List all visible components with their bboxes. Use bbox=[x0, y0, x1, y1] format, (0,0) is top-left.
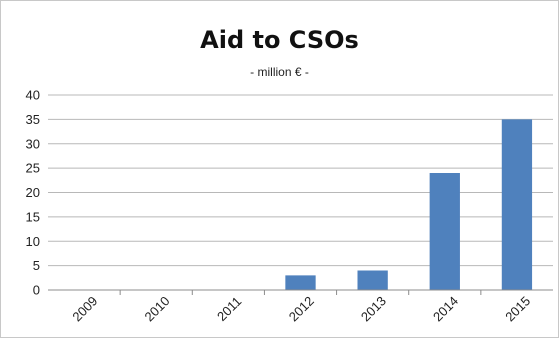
y-tick-label: 0 bbox=[33, 283, 40, 298]
y-tick-label: 35 bbox=[26, 112, 40, 127]
bar-2013 bbox=[357, 270, 388, 290]
chart-subtitle: - million € - bbox=[250, 65, 309, 79]
axes bbox=[48, 289, 553, 295]
y-tick-label: 20 bbox=[26, 185, 40, 200]
y-axis-ticks: 0 5 10 15 20 25 30 35 40 bbox=[26, 88, 40, 298]
x-tick-label: 2015 bbox=[502, 293, 533, 324]
grid-lines bbox=[48, 94, 553, 267]
x-tick-label: 2010 bbox=[142, 293, 173, 324]
y-tick-label: 25 bbox=[26, 161, 40, 176]
y-tick-label: 40 bbox=[26, 88, 40, 103]
chart-title: Aid to CSOs bbox=[200, 26, 359, 54]
y-tick-label: 30 bbox=[26, 136, 40, 151]
x-axis-ticks: 2009 2010 2011 2012 2013 2014 2015 bbox=[69, 293, 533, 324]
y-tick-label: 5 bbox=[33, 258, 40, 273]
bar-2014 bbox=[429, 173, 460, 290]
x-tick-label: 2014 bbox=[430, 293, 461, 324]
bar-2012 bbox=[285, 275, 316, 290]
bars bbox=[285, 119, 533, 290]
x-tick-label: 2013 bbox=[358, 293, 389, 324]
x-tick-label: 2011 bbox=[214, 294, 244, 324]
x-tick-label: 2009 bbox=[69, 293, 100, 324]
bar-2015 bbox=[501, 119, 533, 290]
y-tick-label: 15 bbox=[26, 209, 40, 224]
x-tick-label: 2012 bbox=[286, 293, 317, 324]
y-tick-label: 10 bbox=[26, 234, 40, 249]
